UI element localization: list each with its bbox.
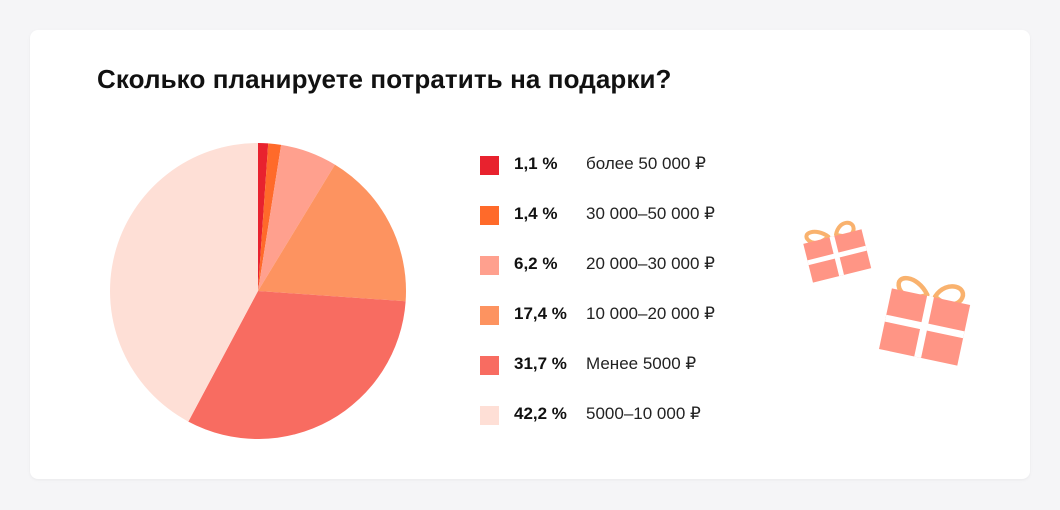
legend-item: 6,2 % 20 000–30 000 ₽ bbox=[480, 250, 780, 300]
chart-title: Сколько планируете потратить на подарки? bbox=[97, 64, 672, 94]
pie-slice bbox=[258, 144, 335, 291]
legend-swatch bbox=[480, 256, 499, 275]
gift-icon bbox=[803, 220, 872, 283]
legend-label: более 50 000 ₽ bbox=[586, 154, 706, 173]
legend-item: 31,7 % Менее 5000 ₽ bbox=[480, 350, 780, 400]
legend-swatch bbox=[480, 206, 499, 225]
legend-percent: 17,4 % bbox=[514, 304, 567, 323]
legend-swatch bbox=[480, 356, 499, 375]
legend-label: Менее 5000 ₽ bbox=[586, 354, 697, 373]
legend-percent: 1,1 % bbox=[514, 154, 558, 173]
legend-item: 42,2 % 5000–10 000 ₽ bbox=[480, 400, 780, 450]
legend-percent: 1,4 % bbox=[514, 204, 558, 223]
legend-percent: 6,2 % bbox=[514, 254, 558, 273]
legend-label: 30 000–50 000 ₽ bbox=[586, 204, 715, 223]
legend-label: 10 000–20 000 ₽ bbox=[586, 304, 715, 323]
chart-legend: 1,1 % более 50 000 ₽ 1,4 % 30 000–50 000 ₽ 6… bbox=[480, 150, 780, 450]
legend-item: 1,1 % более 50 000 ₽ bbox=[480, 150, 780, 200]
pie-slice bbox=[188, 291, 406, 440]
legend-swatch bbox=[480, 306, 499, 325]
legend-percent: 42,2 % bbox=[514, 404, 567, 423]
pie-slice bbox=[258, 143, 282, 291]
legend-swatch bbox=[480, 156, 499, 175]
gift-icon bbox=[879, 276, 971, 366]
pie-slice bbox=[258, 164, 407, 302]
legend-item: 17,4 % 10 000–20 000 ₽ bbox=[480, 300, 780, 350]
legend-label: 5000–10 000 ₽ bbox=[586, 404, 701, 423]
legend-percent: 31,7 % bbox=[514, 354, 567, 373]
legend-item: 1,4 % 30 000–50 000 ₽ bbox=[480, 200, 780, 250]
gifts-illustration bbox=[803, 220, 971, 366]
legend-swatch bbox=[480, 406, 499, 425]
pie-slice bbox=[258, 143, 269, 291]
pie-chart bbox=[110, 143, 407, 440]
legend-label: 20 000–30 000 ₽ bbox=[586, 254, 715, 273]
pie-slice bbox=[110, 143, 258, 422]
